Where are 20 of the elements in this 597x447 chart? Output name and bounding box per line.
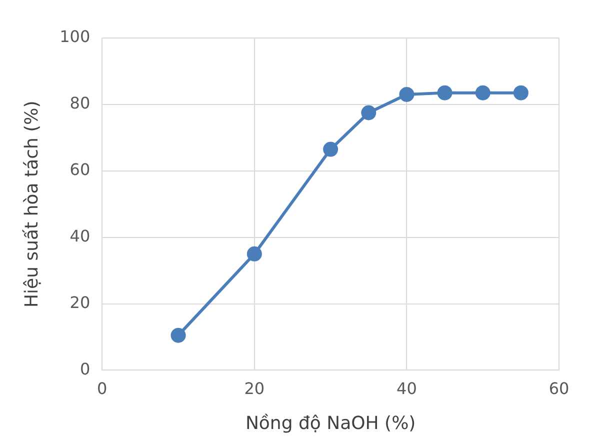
y-tick-label: 60 xyxy=(70,160,90,180)
x-tick-label: 0 xyxy=(97,378,108,398)
point xyxy=(246,246,262,262)
point xyxy=(361,105,376,120)
y-tick-label: 0 xyxy=(80,359,90,378)
point xyxy=(437,85,452,100)
x-axis-title: Nồng độ NaOH (%) xyxy=(245,412,416,434)
y-axis-title: Hiệu suất hòa tách (%) xyxy=(21,100,42,308)
point xyxy=(323,142,338,157)
y-tick-label: 100 xyxy=(60,27,90,46)
point xyxy=(475,85,490,100)
point xyxy=(513,85,528,100)
y-tick-label: 80 xyxy=(70,94,90,113)
x-tick-label: 20 xyxy=(244,378,265,398)
y-tick-label: 40 xyxy=(70,226,90,246)
point xyxy=(399,86,414,102)
point xyxy=(170,328,186,343)
x-tick-label: 40 xyxy=(396,378,417,398)
x-tick-label: 60 xyxy=(548,378,570,398)
y-tick-label: 20 xyxy=(70,292,90,312)
